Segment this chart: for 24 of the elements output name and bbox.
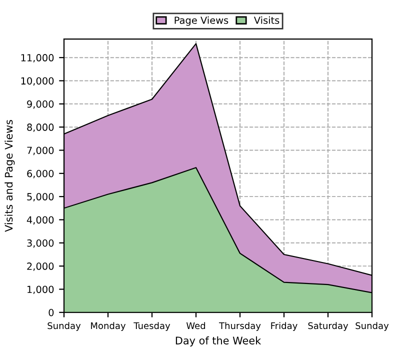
x-tick-label: Friday — [271, 322, 298, 331]
y-axis-title: Visits and Page Views — [4, 120, 15, 232]
y-tick-label: 9,000 — [27, 100, 54, 109]
y-tick-label: 4,000 — [26, 216, 54, 225]
legend-label: Visits — [254, 16, 280, 24]
y-tick-label: 0 — [48, 308, 54, 316]
y-tick-label: 6,000 — [27, 170, 54, 178]
x-tick-label: Sunday — [356, 322, 389, 331]
y-tick-label: 1,000 — [28, 286, 54, 294]
x-tick-label: Saturday — [308, 322, 348, 331]
x-tick-label: Tuesday — [134, 322, 170, 331]
x-axis-title: Day of the Week — [176, 336, 262, 346]
y-tick-label: 10,000 — [21, 77, 54, 86]
x-tick-label: Thursday — [218, 322, 261, 331]
legend-label: Page Views — [174, 16, 228, 26]
x-tick-label: Sunday — [48, 322, 81, 331]
x-tick-label: Monday — [91, 322, 126, 331]
y-tick-label: 8,000 — [27, 124, 54, 132]
y-tick-label: 7,000 — [27, 146, 54, 156]
x-tick-label: Wed — [186, 322, 206, 330]
y-tick-label: 3,000 — [27, 239, 54, 248]
y-tick-label: 2,000 — [27, 262, 54, 271]
y-tick-label: 11,000 — [21, 54, 54, 62]
y-tick-label: 5,000 — [27, 193, 54, 202]
